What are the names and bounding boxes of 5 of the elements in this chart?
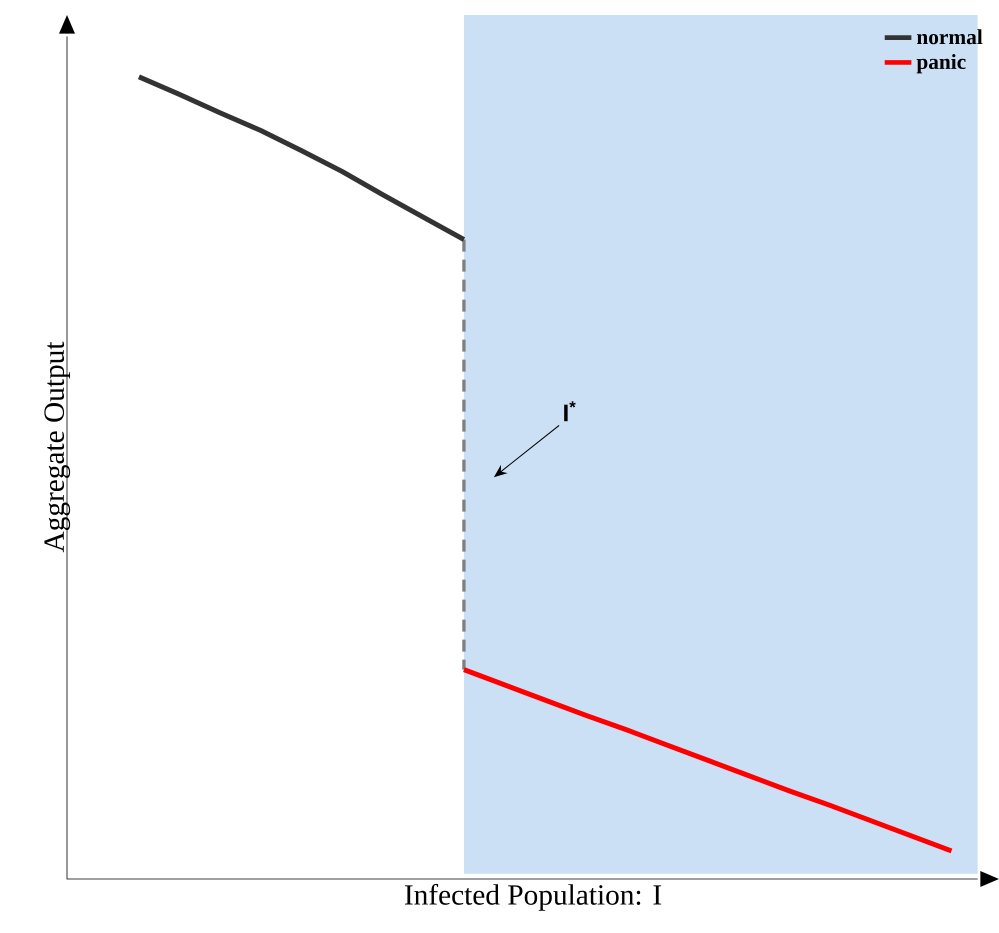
- annotation: I$^{*}$: [564, 401, 576, 422]
- legend-label: panic: [916, 54, 966, 74]
- x-axis-title: Infected Population: I: [404, 884, 662, 911]
- y-axis-title: Aggregate Output: [44, 342, 70, 552]
- legend-label: normal: [916, 29, 982, 44]
